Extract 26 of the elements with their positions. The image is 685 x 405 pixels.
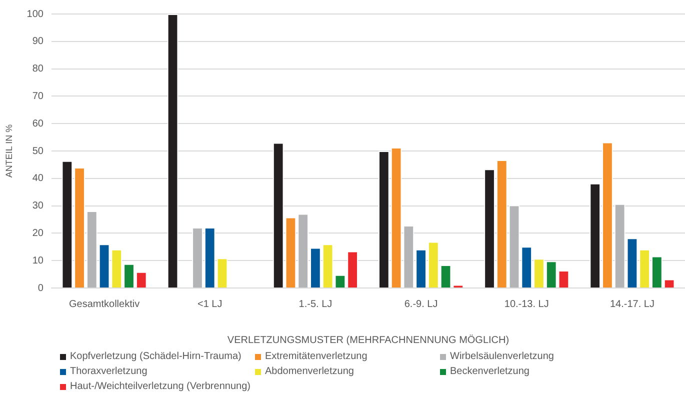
x-tick-label: Gesamtkollektiv — [68, 298, 140, 310]
x-axis-title: VERLETZUNGSMUSTER (MEHRFACHNENNUNG MÖGLICH) — [227, 334, 510, 346]
legend-label: Wirbelsäulenverletzung — [450, 351, 554, 362]
x-tick-label: 10.-13. LJ — [504, 298, 549, 310]
y-tick-label: 70 — [32, 90, 44, 102]
x-tick-label: 1.-5. LJ — [298, 298, 332, 310]
legend-label: Beckenverletzung — [450, 366, 530, 377]
legend-label: Thoraxverletzung — [70, 366, 148, 377]
x-tick-label: <1 LJ — [197, 298, 222, 310]
y-tick-label: 100 — [26, 8, 44, 20]
legend-label: Extremitätenverletzung — [265, 351, 368, 362]
x-tick-label: 14.-17. LJ — [610, 298, 654, 310]
y-tick-label: 90 — [32, 36, 44, 48]
y-tick-label: 50 — [32, 146, 44, 157]
y-axis-title: ANTEIL IN % — [4, 124, 14, 178]
y-tick-label: 80 — [32, 64, 44, 75]
legend-label: Haut-/Weichteilverletzung (Verbrennung) — [70, 381, 250, 392]
y-tick-label: 60 — [32, 118, 44, 130]
x-tick-label: 6.-9. LJ — [404, 298, 438, 310]
y-tick-label: 0 — [38, 282, 44, 294]
legend-label: Abdomenverletzung — [265, 366, 354, 377]
y-tick-label: 30 — [32, 200, 44, 212]
legend-label: Kopfverletzung (Schädel-Hirn-Trauma) — [70, 351, 242, 362]
y-tick-label: 10 — [32, 255, 44, 266]
y-tick-label: 40 — [32, 173, 44, 184]
y-tick-label: 20 — [32, 228, 44, 239]
